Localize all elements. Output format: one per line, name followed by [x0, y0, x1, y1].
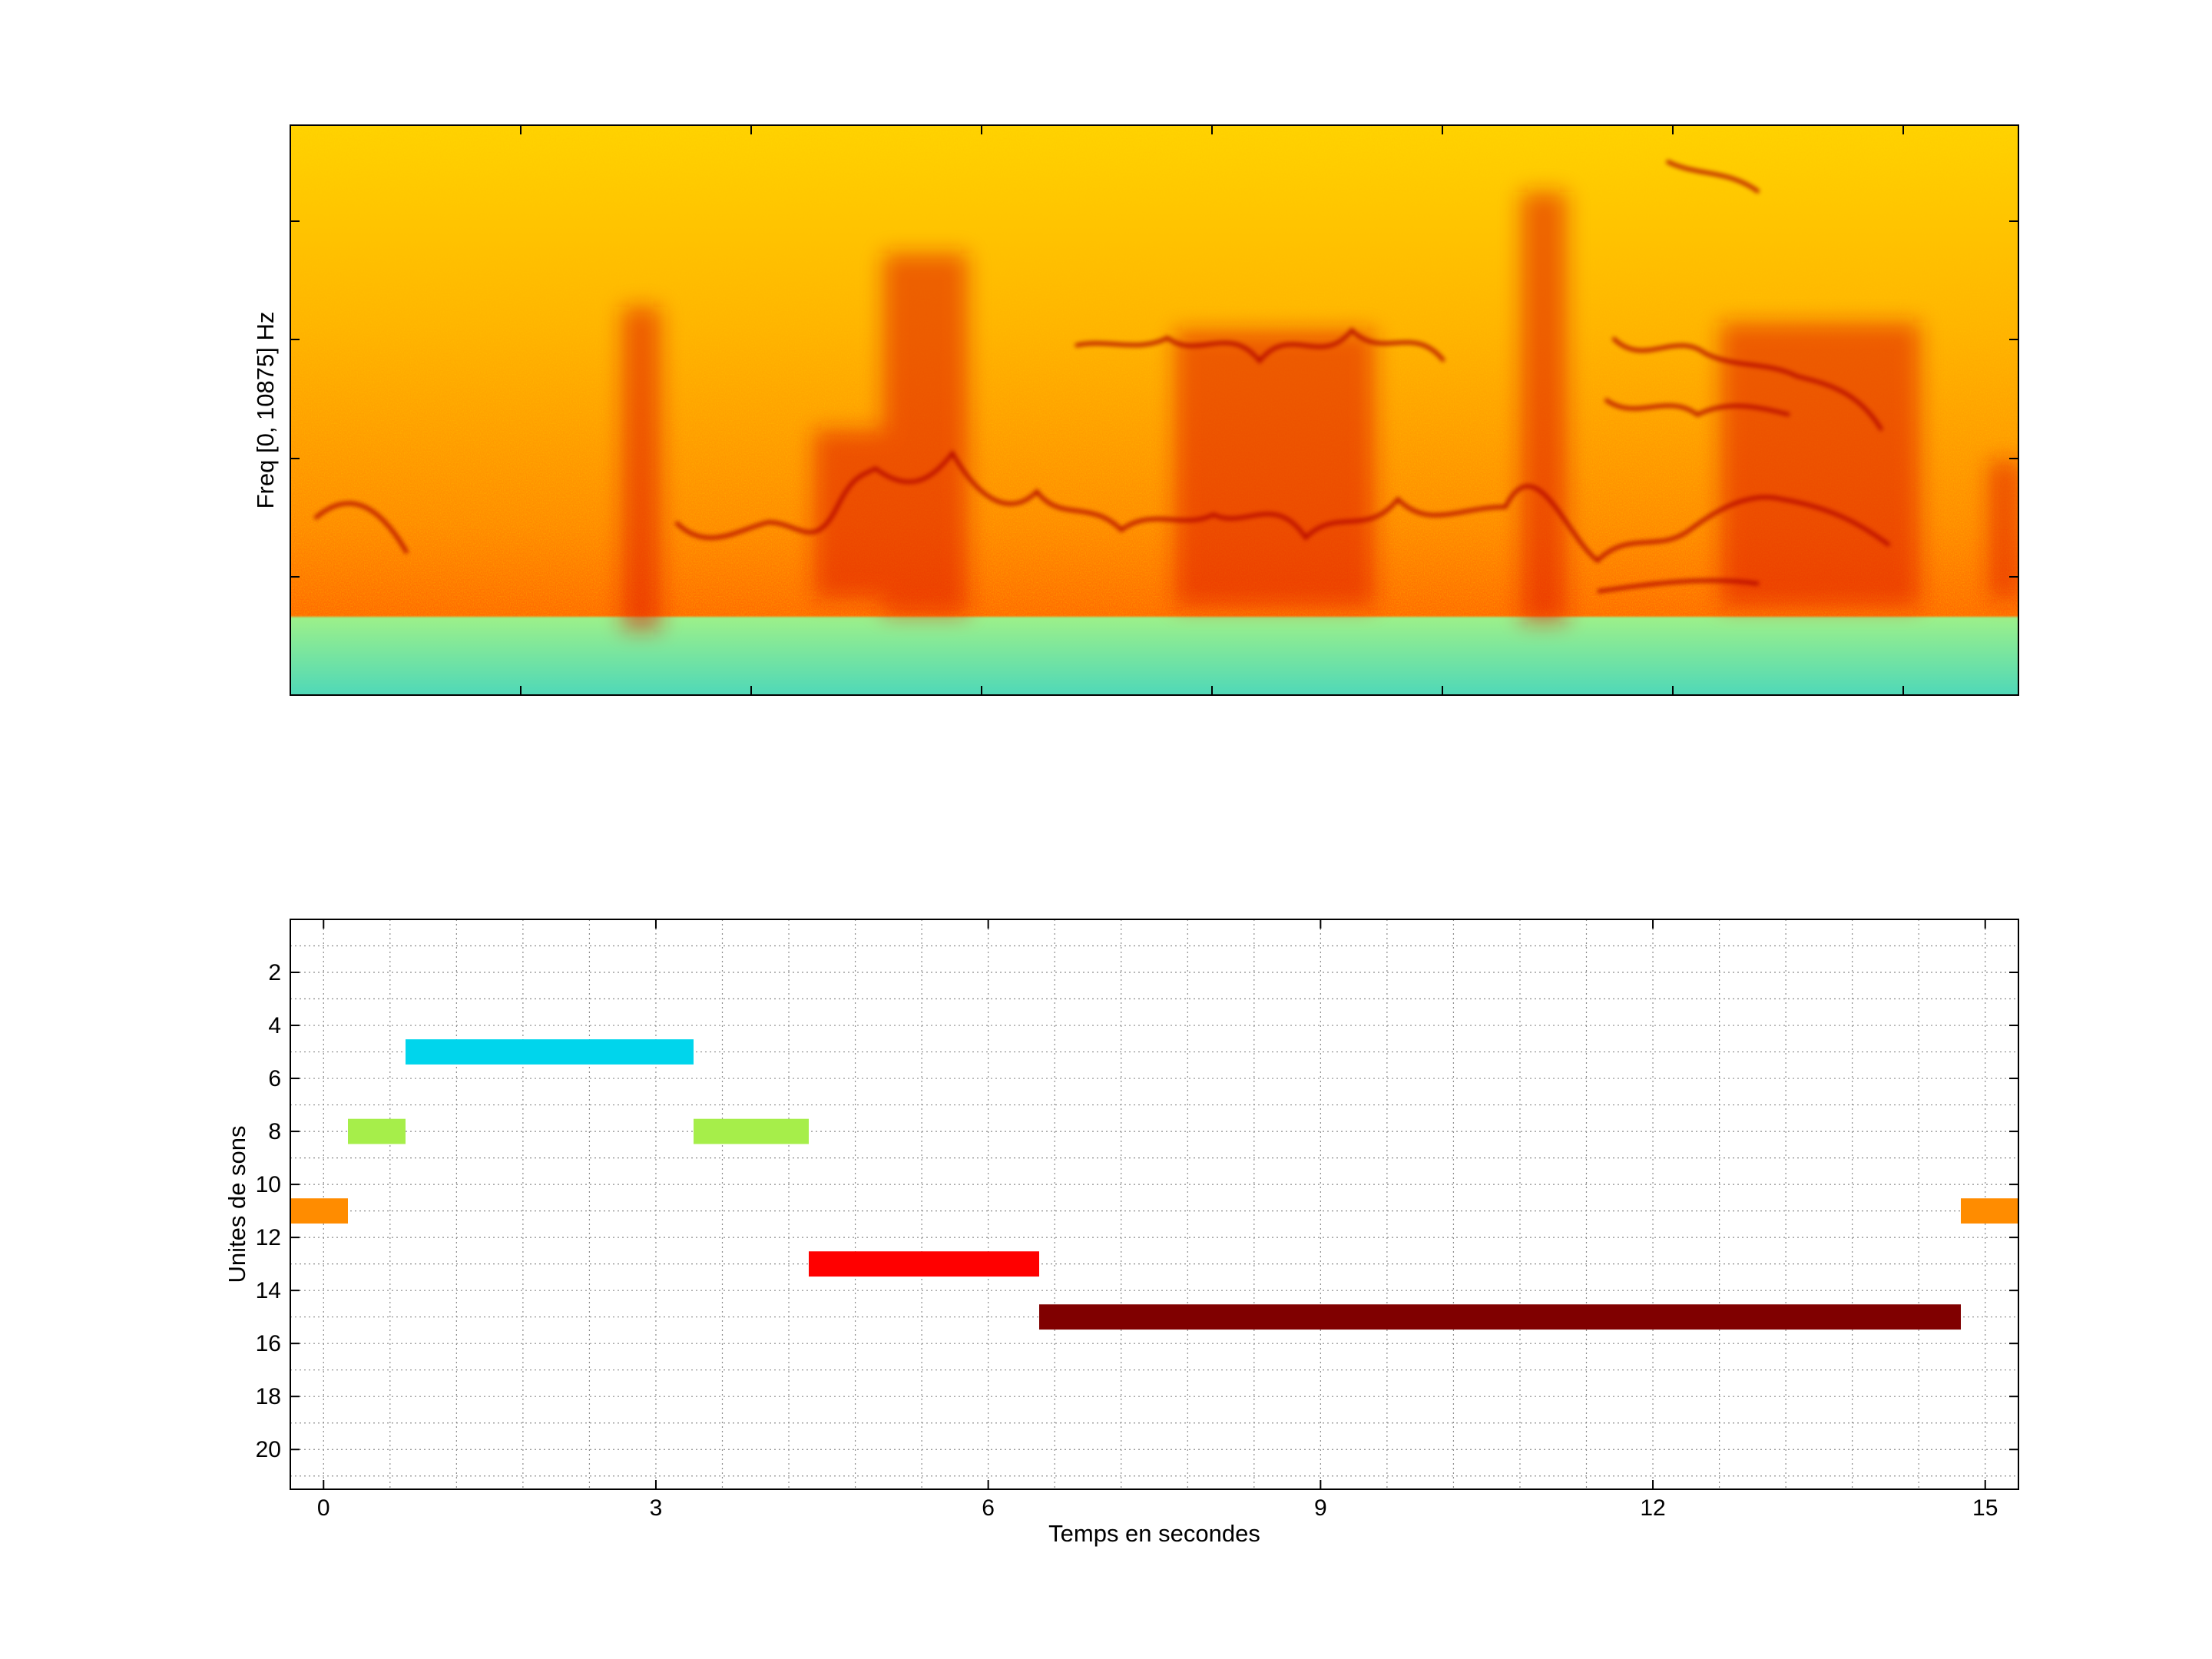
x-tick-label: 0	[317, 1495, 330, 1521]
sound-unit-bar	[694, 1118, 809, 1144]
y-tick-label: 18	[256, 1384, 281, 1409]
sound-unit-bar	[290, 1198, 348, 1224]
sound-unit-bar	[1961, 1198, 2018, 1224]
x-tick-label: 6	[982, 1495, 995, 1521]
ticks	[290, 919, 2018, 1489]
y-tick-label: 12	[256, 1225, 281, 1250]
y-tick-label: 8	[268, 1119, 281, 1144]
sound-unit-bar	[1039, 1304, 1961, 1330]
x-tick-label: 12	[1640, 1495, 1665, 1521]
spectrogram-image	[290, 125, 2018, 695]
x-tick-labels: 0 3 6 9 12 15	[317, 1495, 1998, 1521]
y-axis-label: Unites de sons	[224, 1125, 250, 1283]
bars	[290, 1039, 2018, 1330]
y-tick-label: 16	[256, 1331, 281, 1356]
y-tick-label: 2	[268, 960, 281, 985]
sound-unit-bar	[809, 1251, 1039, 1277]
x-tick-label: 9	[1314, 1495, 1327, 1521]
sound-units-panel: 0 3 6 9 12 15 2 4 6 8 10 12 14 16 18 20 Temps en secon…	[224, 919, 2019, 1547]
spectrogram-ylabel: Freq [0, 10875] Hz	[252, 312, 279, 509]
y-tick-label: 6	[268, 1066, 281, 1091]
x-tick-label: 15	[1972, 1495, 1998, 1521]
grid	[290, 919, 2018, 1489]
sound-unit-bar	[406, 1039, 694, 1065]
y-tick-label: 4	[268, 1013, 281, 1038]
y-tick-label: 10	[256, 1172, 281, 1197]
x-tick-label: 3	[650, 1495, 663, 1521]
y-tick-labels: 2 4 6 8 10 12 14 16 18 20	[256, 960, 281, 1462]
spectrogram-panel: Freq [0, 10875] Hz	[252, 124, 2019, 696]
x-axis-label: Temps en secondes	[1048, 1520, 1260, 1547]
spectrogram-ticks	[290, 125, 2018, 695]
y-tick-label: 14	[256, 1278, 281, 1303]
sound-unit-bar	[348, 1118, 406, 1144]
y-tick-label: 20	[256, 1437, 281, 1462]
